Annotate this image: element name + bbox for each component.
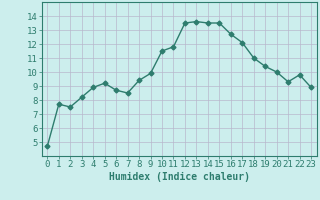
X-axis label: Humidex (Indice chaleur): Humidex (Indice chaleur) <box>109 172 250 182</box>
